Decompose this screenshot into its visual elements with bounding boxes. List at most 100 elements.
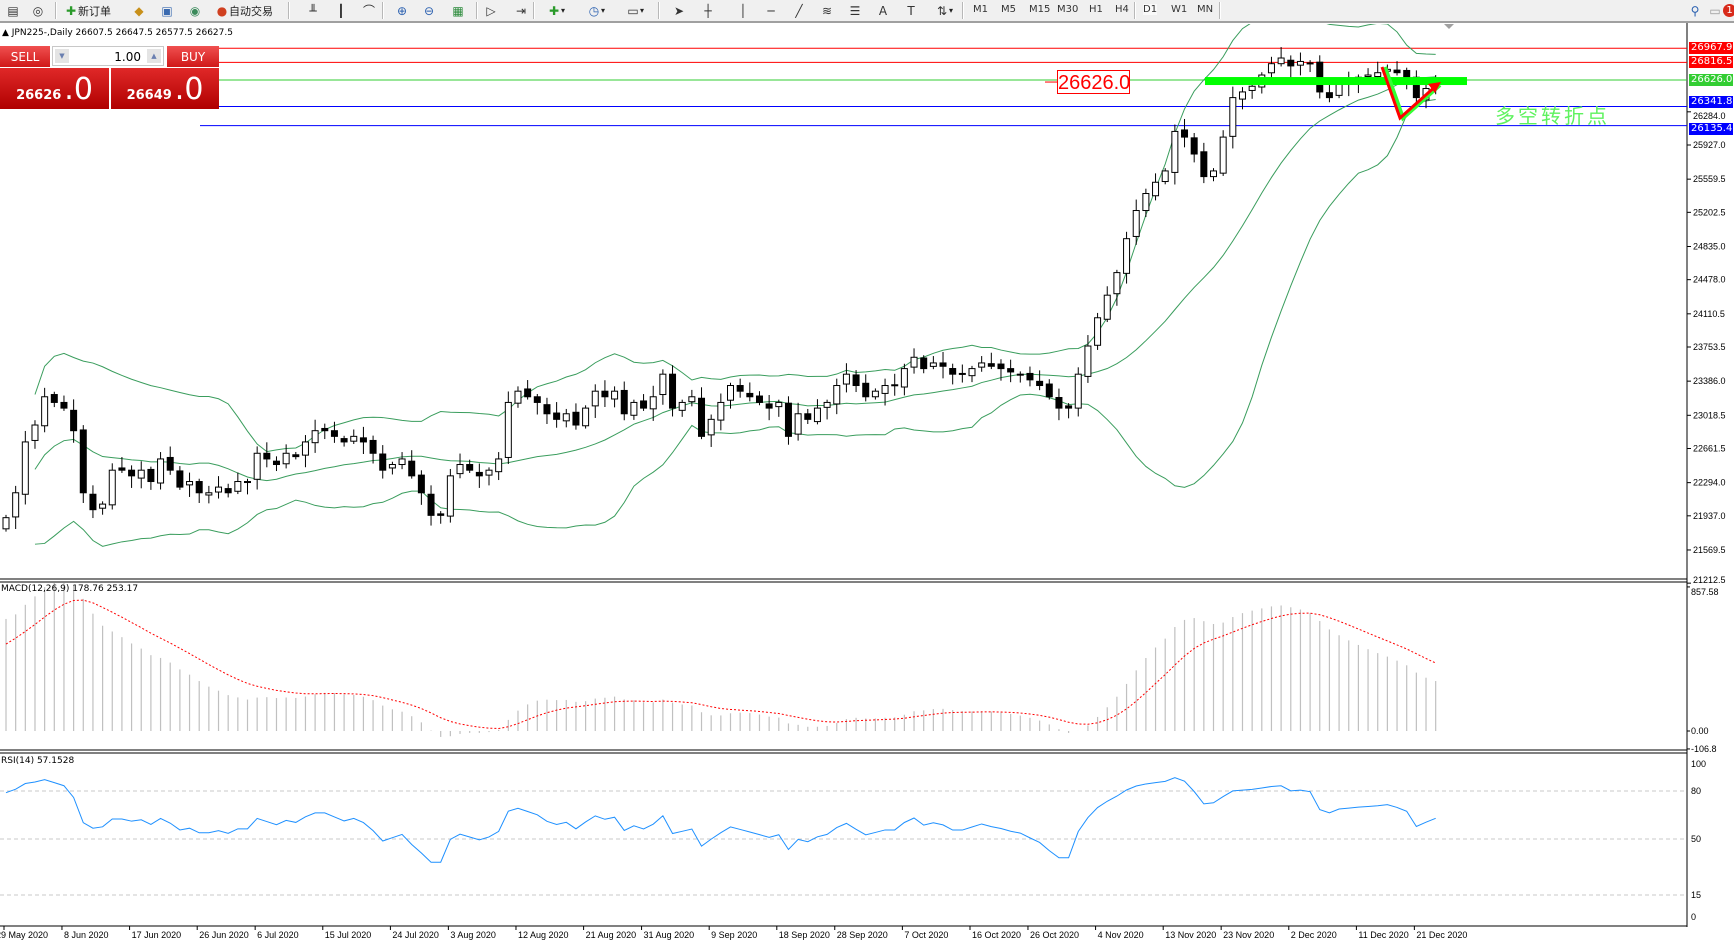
arrows-icon[interactable]: ⇅ ▾ [935, 2, 953, 19]
candle-body-bull [630, 401, 638, 416]
level-price-label: 26967.9 [1689, 42, 1733, 55]
channel-icon[interactable]: ☰ [848, 2, 862, 19]
candle [301, 435, 309, 468]
profiles-icon[interactable]: ◎ [31, 2, 45, 19]
sell-button[interactable]: SELL [0, 46, 50, 68]
indicators-icon[interactable]: ✚ ▾ [547, 2, 565, 19]
candlestick-icon[interactable]: ┃ [334, 2, 348, 19]
timeframe-m1[interactable]: M1 [973, 4, 988, 15]
signals-icon[interactable]: ◉ [188, 2, 202, 19]
periods-icon[interactable]: ◷ ▾ [587, 2, 605, 19]
sell-price[interactable]: 26626.0 [0, 68, 109, 109]
market-watch-icon[interactable]: ◆ [132, 2, 146, 19]
candle [99, 501, 107, 515]
text-label-icon[interactable]: T [904, 2, 918, 19]
candle [958, 364, 966, 383]
buy-button[interactable]: BUY [167, 46, 219, 68]
search-icon[interactable]: ⚲ [1688, 2, 1702, 19]
candle-body-bear [987, 363, 995, 367]
candle [736, 378, 744, 398]
candle [437, 511, 445, 524]
candle-body-bull [813, 407, 821, 423]
annotations [1045, 66, 1467, 122]
timeframe-m30[interactable]: M30 [1057, 4, 1079, 15]
auto-trading-icon[interactable]: ● 自动交易 [215, 2, 273, 19]
candle-body-bull [2, 517, 10, 530]
candle-body-bear [640, 400, 648, 409]
candle-body-bear [736, 385, 744, 392]
timeframe-h1[interactable]: H1 [1089, 4, 1103, 15]
timeframe-d1[interactable]: D1 [1143, 4, 1158, 15]
price-axis-label: 24835.0 [1693, 241, 1726, 251]
candle-body-bull [1219, 136, 1227, 174]
zoom-in-icon[interactable]: ⊕ [395, 2, 409, 19]
price-axis-label: 21937.0 [1693, 511, 1726, 521]
candle [234, 472, 242, 495]
timeframe-h4[interactable]: H4 [1115, 4, 1129, 15]
lot-decrease-icon[interactable]: ▼ [55, 49, 69, 63]
bar-chart-icon[interactable]: ╨ [306, 2, 320, 19]
chart-shift-marker[interactable] [1444, 24, 1454, 29]
timeframe-w1[interactable]: W1 [1171, 4, 1188, 15]
dropdown-arrow-icon[interactable]: ▾ [601, 6, 606, 15]
lot-value[interactable]: 1.00 [114, 50, 141, 64]
candle [601, 380, 609, 407]
candle-body-bear [1055, 397, 1063, 409]
zoom-out-icon[interactable]: ⊖ [422, 2, 436, 19]
price-axis-label: 23018.5 [1693, 410, 1726, 420]
timeframe-m15[interactable]: M15 [1029, 4, 1051, 15]
dropdown-arrow-icon[interactable]: ▾ [949, 6, 954, 15]
candle [572, 403, 580, 430]
buy-price[interactable]: 26649.0 [111, 68, 219, 109]
candle-body-bear [949, 368, 957, 375]
candle [707, 414, 715, 447]
templates-icon[interactable]: ▭ ▾ [626, 2, 644, 19]
candle [1094, 312, 1102, 350]
price-axis-label: 21212.5 [1693, 575, 1726, 585]
dropdown-arrow-icon[interactable]: ▾ [561, 6, 566, 15]
price-annotation-label[interactable]: 26626.0 [1057, 70, 1131, 94]
horizontal-line-icon[interactable]: ─ [764, 2, 778, 19]
text-icon[interactable]: A [876, 2, 890, 19]
dropdown-arrow-icon[interactable]: ▾ [640, 6, 645, 15]
candle-body-bull [968, 368, 976, 377]
crosshair-icon[interactable]: ┼ [701, 2, 715, 19]
candle [620, 381, 628, 421]
vertical-line-icon[interactable]: │ [736, 2, 750, 19]
auto-scroll-icon[interactable]: ▷ [484, 2, 498, 19]
candle [1084, 335, 1092, 383]
new-order-icon-glyph: ✚ [65, 3, 77, 18]
candle-body-bull [1229, 97, 1237, 137]
line-chart-icon[interactable]: ⌒ [362, 2, 376, 19]
notifications-icon[interactable]: ▭ 1 [1708, 2, 1734, 19]
cursor-icon[interactable]: ➤ [672, 2, 686, 19]
auto-trading-label: 自动交易 [229, 4, 273, 18]
candle [1190, 133, 1198, 163]
timeframe-m5[interactable]: M5 [1001, 4, 1016, 15]
chart-shift-icon[interactable]: ⇥ [514, 2, 528, 19]
candle-body-bull [446, 475, 454, 517]
tile-windows-icon[interactable]: ▦ [451, 2, 465, 19]
date-axis-label: 24 Jul 2020 [392, 930, 439, 940]
new-order-icon[interactable]: ✚ 新订单 [64, 2, 111, 19]
candle-body-bull [1132, 210, 1140, 237]
lot-increase-icon[interactable]: ▲ [147, 49, 161, 63]
candle [282, 444, 290, 469]
trendline-icon[interactable]: ╱ [792, 2, 806, 19]
reversal-point-text[interactable]: 多空转折点 [1495, 104, 1610, 128]
lot-size-input[interactable]: ▼ 1.00 ▲ [52, 46, 164, 66]
candle [1113, 269, 1121, 306]
bollinger-lower-band [34, 98, 1436, 547]
timeframe-mn[interactable]: MN [1197, 4, 1214, 15]
candle-body-bull [717, 401, 725, 421]
candle-body-bear [524, 388, 532, 398]
candle-body-bull [1152, 181, 1160, 197]
macd-label: MACD(12,26,9) 178.76 253.17 [1, 584, 139, 594]
new-chart-icon[interactable]: ▤ [6, 2, 20, 19]
navigator-icon[interactable]: ▣ [160, 2, 174, 19]
candle-body-bull [388, 464, 396, 469]
indicators-icon-glyph: ✚ [548, 3, 560, 18]
candle-body-bull [350, 435, 358, 442]
fibonacci-icon[interactable]: ≋ [820, 2, 834, 19]
